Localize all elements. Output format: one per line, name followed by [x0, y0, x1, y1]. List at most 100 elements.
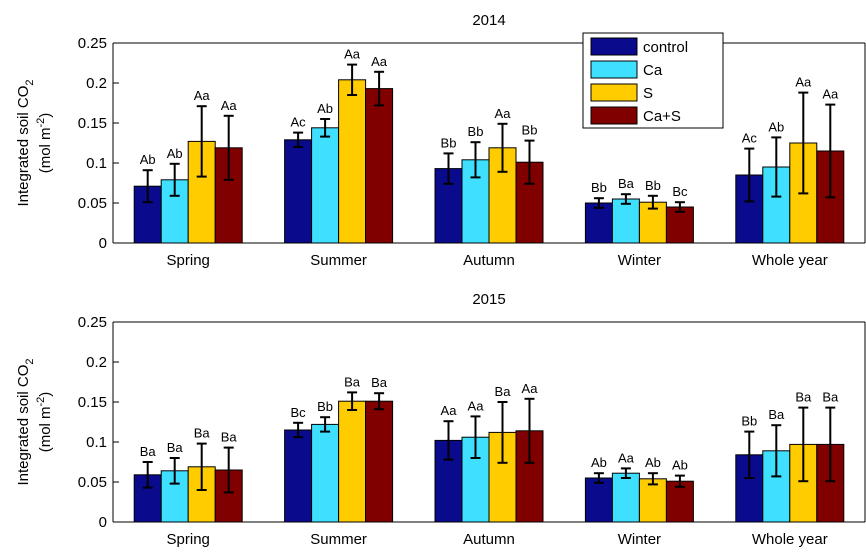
significance-letter: Aa: [822, 87, 839, 102]
x-tick-label: Summer: [310, 252, 367, 269]
label-part: ): [37, 113, 54, 118]
bar: [338, 400, 367, 523]
y-tick-label: 0.05: [78, 474, 107, 491]
bar: [611, 472, 640, 523]
significance-letter: Ab: [672, 458, 688, 473]
error-bar: [374, 70, 385, 107]
legend-label: control: [643, 39, 688, 56]
significance-letter: Ab: [591, 455, 607, 470]
x-tick-label: Summer: [310, 531, 367, 548]
significance-letter: Aa: [371, 54, 388, 69]
error-bar: [825, 406, 836, 483]
error-bar: [470, 415, 481, 459]
label-part: (mol m: [37, 406, 54, 452]
bar: [365, 88, 394, 244]
y-tick-label: 0.05: [78, 195, 107, 212]
significance-letter: Bb: [591, 180, 607, 195]
bar: [284, 139, 313, 244]
error-bar: [142, 461, 153, 489]
error-bar: [744, 430, 755, 479]
label-part: Integrated soil CO: [15, 365, 32, 486]
significance-letter: Aa: [468, 398, 485, 413]
bar: [338, 79, 367, 244]
significance-letter: Ba: [371, 375, 388, 390]
y-tick-label: 0: [99, 235, 107, 252]
bar: [665, 480, 694, 523]
error-bar: [293, 131, 304, 148]
error-bar: [647, 194, 658, 210]
significance-letter: Aa: [344, 47, 361, 62]
significance-letter: Ba: [140, 444, 157, 459]
error-bar: [223, 446, 234, 494]
x-tick-label: Spring: [167, 252, 210, 269]
error-bar: [620, 467, 631, 479]
bar: [214, 147, 243, 244]
significance-letter: Ba: [795, 390, 812, 405]
error-bar: [169, 457, 180, 485]
bar: [665, 206, 694, 244]
label-part: (mol m: [37, 127, 54, 173]
error-bar: [443, 152, 454, 185]
legend-swatch: [590, 83, 638, 102]
bar: [365, 400, 394, 523]
error-bar: [798, 91, 809, 195]
x-tick-label: Winter: [618, 252, 661, 269]
significance-letter: Ba: [167, 440, 184, 455]
significance-letter: Ab: [645, 455, 661, 470]
significance-letter: Ab: [768, 119, 784, 134]
error-bar: [674, 201, 685, 213]
bar: [584, 202, 613, 244]
x-tick-label: Spring: [167, 531, 210, 548]
y-tick-label: 0.1: [86, 434, 107, 451]
y-tick-label: 0.2: [86, 354, 107, 371]
significance-letter: Bb: [317, 399, 333, 414]
error-bar: [142, 169, 153, 204]
y-tick-label: 0: [99, 514, 107, 531]
error-bar: [347, 391, 358, 411]
label-part: 2: [24, 358, 36, 364]
label-part: -2: [35, 397, 47, 407]
bar: [311, 423, 340, 523]
significance-letter: Bb: [522, 123, 538, 138]
significance-letter: Bc: [672, 184, 688, 199]
significance-letter: Ba: [221, 430, 238, 445]
error-bar: [674, 474, 685, 488]
significance-letter: Bb: [441, 135, 457, 150]
legend-label: Ca: [643, 62, 663, 79]
legend-swatch: [590, 106, 638, 125]
significance-letter: Bb: [741, 414, 757, 429]
error-bar: [196, 442, 207, 491]
chart-title: 2014: [472, 12, 505, 29]
y-tick-label: 0.25: [78, 35, 107, 52]
error-bar: [320, 118, 331, 138]
legend-label: S: [643, 85, 653, 102]
significance-letter: Ba: [618, 176, 635, 191]
error-bar: [744, 147, 755, 203]
x-tick-label: Whole year: [752, 252, 828, 269]
significance-letter: Bc: [291, 405, 307, 420]
significance-letter: Ba: [822, 390, 839, 405]
y-axis-label: Integrated soil CO2: [15, 79, 36, 206]
error-bar: [497, 401, 508, 464]
error-bar: [196, 105, 207, 178]
error-bar: [497, 122, 508, 173]
y-tick-label: 0.25: [78, 314, 107, 331]
significance-letter: Ba: [495, 384, 512, 399]
x-tick-label: Winter: [618, 531, 661, 548]
error-bar: [771, 424, 782, 478]
significance-letter: Ab: [317, 101, 333, 116]
error-bar: [320, 416, 331, 433]
y-axis-label: (mol m-2): [35, 113, 54, 174]
chart-title: 2015: [472, 291, 505, 308]
bar: [311, 127, 340, 244]
significance-letter: Aa: [618, 450, 635, 465]
y-tick-label: 0.1: [86, 155, 107, 172]
y-tick-label: 0.15: [78, 394, 107, 411]
error-bar: [825, 103, 836, 199]
significance-letter: Bb: [645, 178, 661, 193]
error-bar: [593, 197, 604, 209]
error-bar: [443, 420, 454, 461]
significance-letter: Aa: [441, 403, 458, 418]
y-axis-label: Integrated soil CO2: [15, 358, 36, 485]
